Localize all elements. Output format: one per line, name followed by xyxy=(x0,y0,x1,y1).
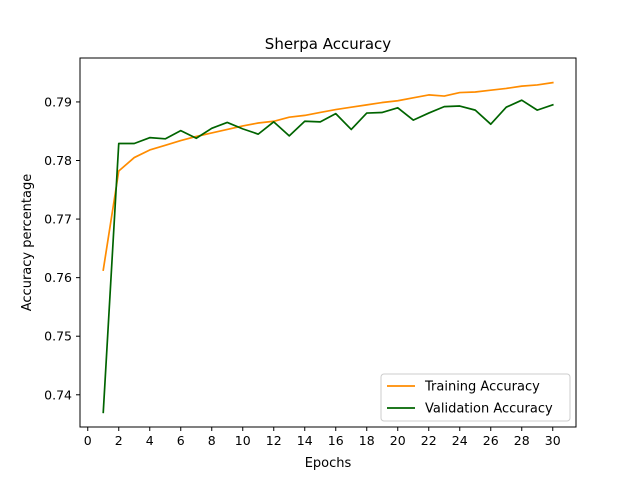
x-axis-label: Epochs xyxy=(305,456,352,471)
x-tick-label: 12 xyxy=(266,433,282,448)
y-axis-label: Accuracy percentage xyxy=(20,174,35,312)
x-tick-label: 24 xyxy=(452,433,468,448)
x-tick-label: 0 xyxy=(84,433,92,448)
x-tick-label: 20 xyxy=(390,433,406,448)
x-tick-label: 22 xyxy=(421,433,437,448)
series-line-validation-accuracy xyxy=(102,99,554,414)
y-tick-label: 0.74 xyxy=(44,387,72,402)
series-lines xyxy=(102,81,554,414)
series-line-training-accuracy xyxy=(102,81,554,272)
legend-label: Validation Accuracy xyxy=(425,402,553,417)
x-tick-label: 14 xyxy=(297,433,313,448)
y-axis-ticks: 0.74 0.75 0.76 0.77 0.78 0.79 xyxy=(44,94,80,402)
x-tick-label: 6 xyxy=(177,433,185,448)
x-tick-label: 10 xyxy=(235,433,251,448)
x-axis-ticks: 0 2 4 6 8 10 12 14 16 18 20 22 24 26 28 30 xyxy=(84,427,561,448)
x-tick-label: 18 xyxy=(359,433,375,448)
plot-area-frame xyxy=(79,57,577,428)
x-tick-label: 8 xyxy=(208,433,216,448)
legend-label: Training Accuracy xyxy=(424,380,540,395)
legend-box xyxy=(380,373,571,422)
y-tick-label: 0.79 xyxy=(44,94,72,109)
y-tick-label: 0.78 xyxy=(44,153,72,168)
x-tick-label: 4 xyxy=(146,433,154,448)
y-tick-label: 0.75 xyxy=(44,329,72,344)
chart-title: Sherpa Accuracy xyxy=(265,35,392,53)
x-tick-label: 28 xyxy=(514,433,530,448)
x-tick-label: 26 xyxy=(483,433,499,448)
x-tick-label: 2 xyxy=(115,433,123,448)
y-tick-label: 0.76 xyxy=(44,270,72,285)
legend: Training Accuracy Validation Accuracy xyxy=(380,373,571,422)
x-tick-label: 30 xyxy=(545,433,561,448)
x-tick-label: 16 xyxy=(328,433,344,448)
y-tick-label: 0.77 xyxy=(44,212,72,227)
